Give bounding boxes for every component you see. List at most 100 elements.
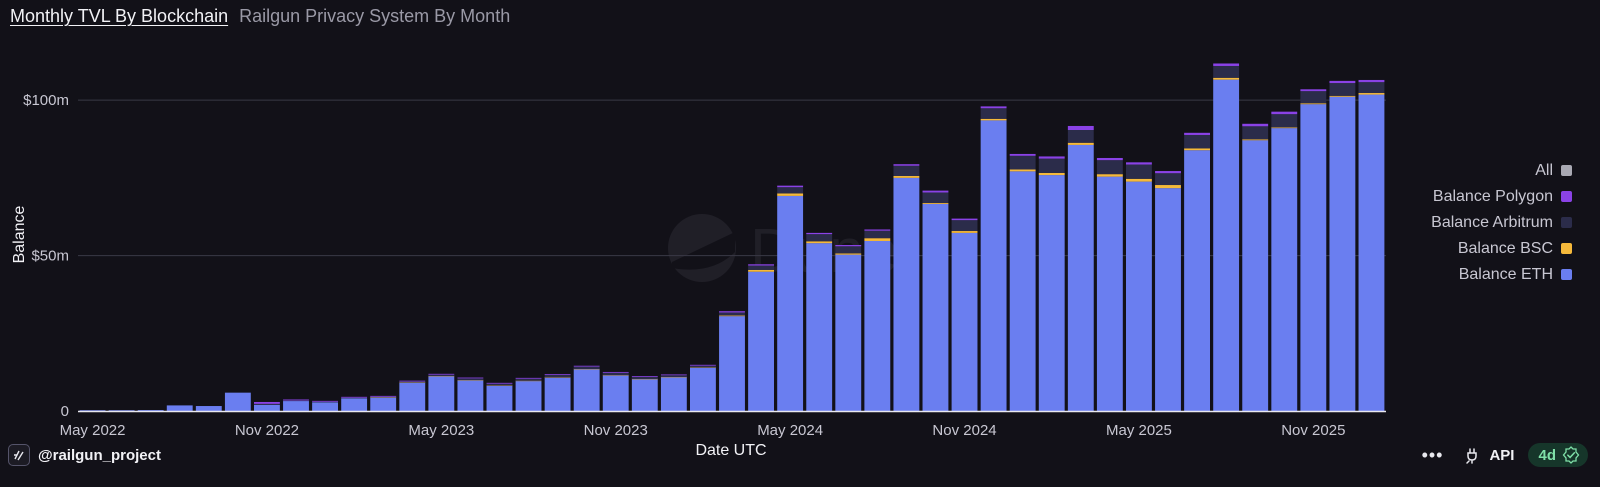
bar-segment-balance-arbitrum	[980, 108, 1007, 119]
bar-segment-balance-arbitrum	[893, 165, 920, 177]
bar-stack	[631, 376, 658, 411]
bar-segment-balance-polygon	[806, 232, 833, 235]
railgun-avatar-icon	[8, 444, 30, 466]
legend-label: Balance ETH	[1458, 265, 1553, 283]
bar-segment-balance-bsc	[1067, 142, 1094, 145]
legend-swatch	[1561, 269, 1572, 280]
bar-segment-balance-arbitrum	[864, 230, 891, 239]
legend-item[interactable]: All	[1535, 161, 1572, 180]
bar-stack	[108, 410, 135, 411]
legend-item[interactable]: Balance ETH	[1459, 265, 1572, 284]
bar-segment-balance-eth	[660, 377, 687, 411]
bar-segment-balance-eth	[312, 402, 339, 411]
bar-segment-balance-eth	[544, 377, 571, 411]
legend-label: Balance BSC	[1457, 239, 1553, 257]
x-axis-ticks: May 2022 Nov 2022 May 2023 Nov 2023 May 2024…	[60, 422, 1346, 439]
bar-stack	[719, 311, 745, 411]
bar-segment-balance-bsc	[1155, 185, 1181, 189]
bar-segment-balance-arbitrum	[515, 378, 542, 381]
bar-segment-balance-eth	[283, 401, 309, 411]
bar-segment-balance-eth	[1358, 94, 1385, 412]
bar-stack	[137, 410, 164, 411]
bar-stack	[893, 164, 920, 411]
bar-stack	[951, 218, 978, 411]
bar-segment-balance-eth	[515, 381, 542, 411]
api-button[interactable]: API	[1463, 445, 1514, 465]
bar-segment-balance-polygon	[719, 311, 745, 313]
y-tick-label: 0	[61, 403, 69, 420]
bar-segment-balance-arbitrum	[1125, 164, 1152, 179]
bar-segment-balance-polygon	[1038, 156, 1065, 159]
bar-segment-balance-bsc	[835, 253, 862, 255]
bar-stack	[166, 405, 193, 411]
bar-segment-balance-polygon	[457, 377, 484, 379]
bar-series	[79, 63, 1385, 412]
bar-stack	[573, 365, 600, 411]
x-tick-label: Nov 2023	[584, 422, 648, 439]
bar-segment-balance-bsc	[748, 269, 775, 272]
bar-segment-balance-polygon	[748, 264, 775, 266]
bar-segment-balance-polygon	[1096, 157, 1123, 161]
legend-label: Balance Polygon	[1432, 187, 1553, 205]
bar-stack	[602, 371, 629, 411]
bar-segment-balance-polygon	[283, 399, 309, 401]
bar-stack	[428, 373, 455, 411]
bar-segment-balance-eth	[1242, 140, 1269, 411]
bar-stack	[341, 396, 368, 411]
bar-segment-balance-eth	[457, 380, 484, 411]
bar-segment-balance-bsc	[1358, 93, 1385, 95]
bar-segment-balance-arbitrum	[660, 375, 687, 378]
dune-logo-slash	[672, 232, 735, 270]
bar-segment-balance-arbitrum	[1271, 114, 1298, 128]
bar-segment-balance-polygon	[835, 245, 862, 247]
bar-segment-balance-arbitrum	[486, 383, 513, 386]
bar-segment-balance-arbitrum	[1242, 126, 1269, 140]
legend-item[interactable]: Balance Arbitrum	[1431, 213, 1572, 232]
bar-stack	[1096, 157, 1123, 411]
bar-segment-balance-eth	[689, 367, 716, 411]
x-axis-title: Date UTC	[695, 442, 766, 459]
bar-segment-balance-polygon	[486, 382, 513, 384]
bar-stack	[457, 377, 484, 411]
author-link[interactable]: @railgun_project	[8, 444, 161, 466]
chart-title-tab[interactable]: Monthly TVL By Blockchain	[10, 6, 229, 26]
bar-segment-balance-eth	[108, 410, 135, 411]
bar-segment-balance-bsc	[922, 203, 949, 204]
bar-segment-balance-polygon	[1067, 125, 1094, 131]
bar-segment-balance-eth	[79, 410, 106, 411]
bar-segment-balance-arbitrum	[370, 396, 397, 398]
bar-segment-balance-polygon	[660, 374, 687, 376]
bar-segment-balance-eth	[835, 254, 862, 411]
bar-segment-balance-bsc	[1096, 174, 1123, 177]
legend-swatch	[1561, 165, 1572, 176]
bar-stack	[1242, 123, 1269, 411]
bar-segment-balance-polygon	[1155, 171, 1181, 174]
bar-segment-balance-polygon	[515, 377, 542, 379]
bar-stack	[1358, 79, 1385, 412]
bar-segment-balance-bsc	[719, 315, 745, 317]
legend-item[interactable]: Balance BSC	[1458, 239, 1572, 258]
legend-swatch	[1561, 191, 1572, 202]
bar-stack	[835, 245, 862, 411]
bar-segment-balance-arbitrum	[1358, 82, 1385, 94]
freshness-badge[interactable]: 4d	[1528, 443, 1588, 467]
legend-swatch	[1561, 243, 1572, 254]
bar-segment-balance-arbitrum	[544, 374, 571, 378]
bar-stack	[370, 395, 397, 411]
bar-segment-balance-polygon	[544, 374, 571, 375]
bar-segment-balance-polygon	[980, 106, 1007, 109]
bar-segment-balance-arbitrum	[399, 381, 426, 383]
bar-stack	[980, 106, 1007, 411]
bar-segment-balance-arbitrum	[1329, 83, 1356, 96]
api-label: API	[1489, 446, 1515, 464]
bar-segment-balance-bsc	[777, 193, 804, 196]
bar-segment-balance-eth	[980, 120, 1007, 411]
more-options-icon[interactable]: •••	[1421, 445, 1444, 465]
bar-segment-balance-arbitrum	[631, 376, 658, 379]
y-tick-label: $100m	[23, 92, 69, 109]
legend-item[interactable]: Balance Polygon	[1433, 187, 1572, 206]
bar-segment-balance-bsc	[1184, 148, 1211, 151]
bar-stack	[399, 380, 426, 411]
legend-label: All	[1535, 161, 1553, 179]
